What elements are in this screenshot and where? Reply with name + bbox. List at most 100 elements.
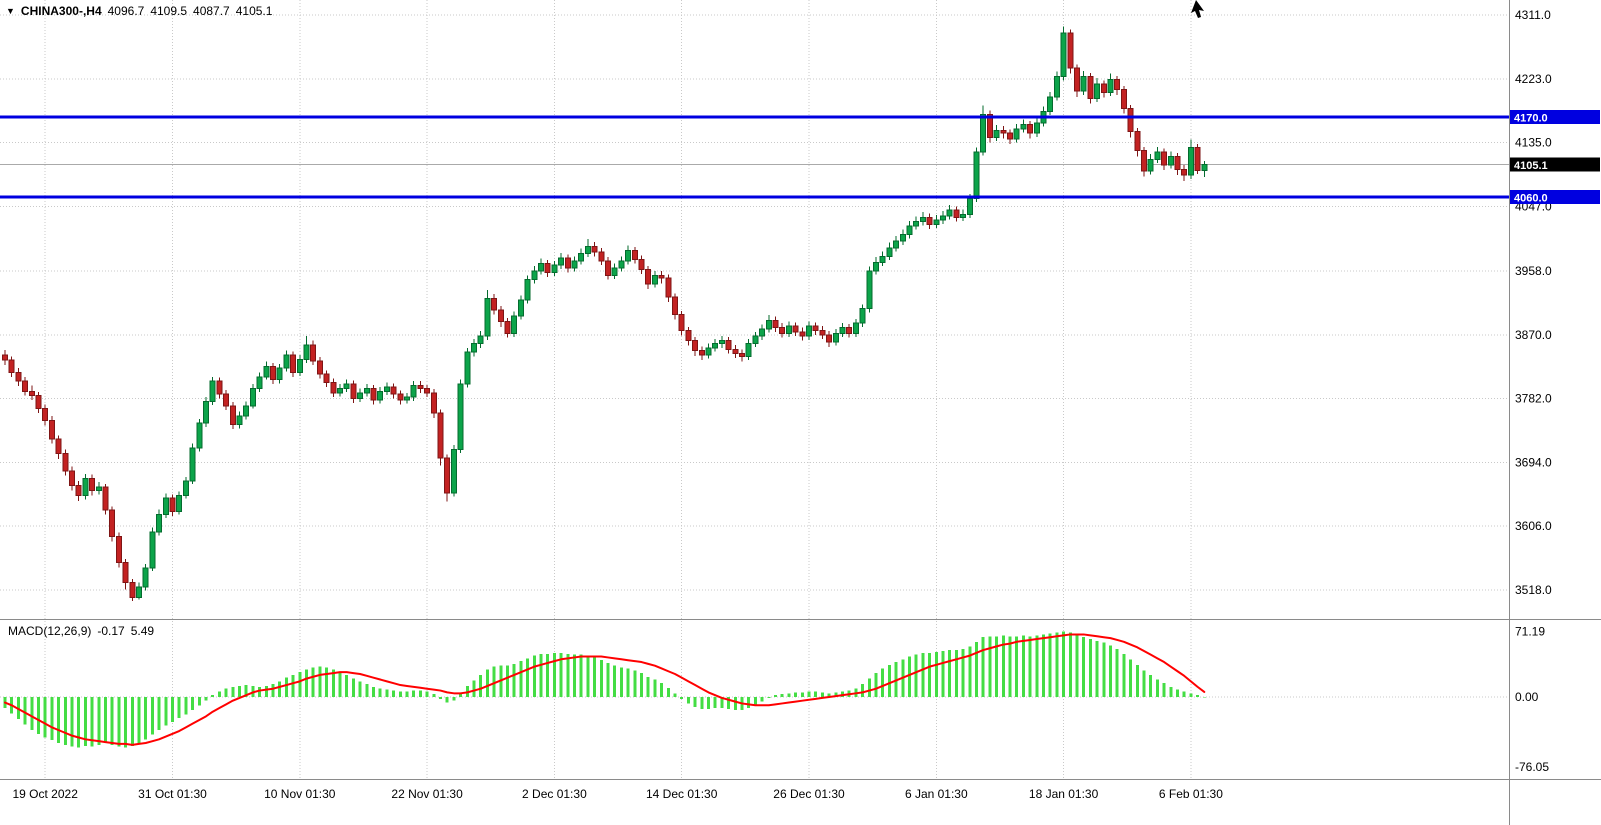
candle-body-up	[651, 274, 658, 285]
candle-body-up	[1201, 163, 1208, 171]
macd-histogram-bar	[660, 683, 664, 697]
macd-histogram-bar	[1062, 631, 1066, 697]
candle-body-down	[424, 387, 431, 394]
candle-body-up	[886, 247, 893, 257]
macd-histogram-bar	[666, 687, 670, 697]
price-axis-label: 3518.0	[1515, 583, 1552, 597]
macd-histogram-bar	[144, 697, 148, 740]
candle-body-up	[1060, 32, 1067, 78]
macd-histogram-bar	[452, 697, 456, 701]
candle-body-up	[625, 250, 632, 262]
macd-histogram-bar	[988, 636, 992, 697]
candle-body-up	[296, 358, 303, 373]
candle-body-up	[899, 234, 906, 242]
macd-histogram-bar	[981, 637, 985, 697]
candle-body-down	[75, 485, 82, 497]
candle-body-down	[69, 470, 75, 487]
macd-indicator-header: MACD(12,26,9) -0.17 5.49	[8, 624, 154, 638]
close-value: 4105.1	[235, 4, 273, 18]
candle-body-up	[839, 327, 846, 334]
candle-body-up	[1107, 79, 1114, 94]
candle-body-up	[712, 342, 719, 349]
price-axis-label: 3606.0	[1515, 519, 1552, 533]
time-axis-label: 26 Dec 01:30	[773, 787, 845, 801]
macd-histogram-bar	[1035, 635, 1039, 697]
candle-body-down	[48, 419, 55, 440]
macd-histogram-bar	[1015, 636, 1019, 697]
candle-body-up	[1013, 128, 1020, 140]
macd-histogram-bar	[1095, 640, 1099, 697]
macd-histogram-bar	[37, 697, 40, 734]
candle-body-up	[893, 240, 900, 249]
candle-body-down	[1127, 108, 1134, 133]
macd-histogram-bar	[197, 697, 201, 706]
macd-histogram-bar	[439, 697, 442, 699]
current-price-tag	[1510, 157, 1600, 172]
time-axis-label: 10 Nov 01:30	[264, 787, 336, 801]
macd-histogram-bar	[372, 686, 375, 697]
macd-histogram-bar	[418, 690, 422, 697]
candle-body-up	[866, 270, 873, 310]
candle-body-down	[397, 393, 404, 401]
macd-histogram-bar	[928, 652, 932, 697]
candle-body-down	[8, 359, 15, 373]
candle-body-up	[203, 400, 209, 424]
macd-histogram-bar	[968, 646, 972, 697]
candle-body-down	[437, 412, 444, 459]
symbol-dropdown-icon[interactable]: ▼	[6, 6, 15, 16]
time-axis-label: 6 Jan 01:30	[905, 787, 968, 801]
candle-body-down	[35, 395, 42, 410]
candle-body-up	[524, 279, 531, 301]
candle-body-down	[698, 350, 705, 356]
candle-body-up	[477, 335, 484, 344]
candle-body-down	[129, 582, 136, 598]
candle-body-up	[551, 264, 558, 273]
candle-body-down	[330, 382, 337, 394]
macd-histogram-bar	[941, 651, 945, 697]
level-price-tag	[1510, 189, 1600, 204]
macd-histogram-bar	[1028, 636, 1032, 697]
candle-body-up	[142, 567, 149, 588]
macd-histogram-bar	[244, 685, 248, 697]
candle-body-up	[705, 347, 712, 356]
candle-body-up	[136, 586, 142, 598]
candle-body-down	[270, 366, 276, 381]
macd-histogram-bar	[680, 697, 684, 699]
macd-histogram-bar	[365, 684, 369, 697]
candle-body-down	[672, 296, 678, 315]
candle-body-up	[404, 396, 410, 401]
candle-body-up	[1094, 83, 1101, 99]
price-axis-label: 3870.0	[1515, 328, 1552, 342]
candle-body-up	[1053, 76, 1060, 98]
macd-histogram-bar	[77, 697, 81, 748]
candle-body-down	[444, 457, 451, 494]
candle-body-up	[149, 531, 156, 569]
macd-histogram-bar	[613, 665, 617, 697]
candle-body-up	[940, 215, 946, 221]
macd-histogram-bar	[767, 697, 771, 698]
candle-body-down	[216, 380, 223, 395]
time-axis-label: 22 Nov 01:30	[391, 787, 463, 801]
candle-body-down	[417, 385, 424, 389]
macd-histogram-bar	[1042, 634, 1045, 697]
macd-histogram-bar	[1122, 653, 1126, 697]
candle-body-up	[209, 380, 216, 402]
macd-histogram-bar	[398, 691, 402, 697]
candle-body-up	[357, 392, 364, 400]
macd-signal-line	[4, 633, 1206, 746]
macd-histogram-bar	[619, 667, 623, 697]
macd-histogram-bar	[325, 667, 329, 697]
low-value: 4087.7	[193, 4, 230, 18]
candle-body-up	[859, 308, 866, 324]
candle-body-up	[765, 319, 772, 330]
candle-body-up	[745, 342, 752, 358]
price-axis-label: 3782.0	[1515, 392, 1552, 406]
candle-body-down	[638, 258, 645, 271]
candle-body-up	[946, 209, 953, 217]
candle-body-down	[115, 535, 122, 563]
macd-histogram-bar	[867, 678, 871, 697]
macd-histogram-bar	[117, 697, 121, 747]
macd-histogram-bar	[1055, 632, 1059, 697]
macd-title: MACD(12,26,9)	[8, 624, 92, 638]
